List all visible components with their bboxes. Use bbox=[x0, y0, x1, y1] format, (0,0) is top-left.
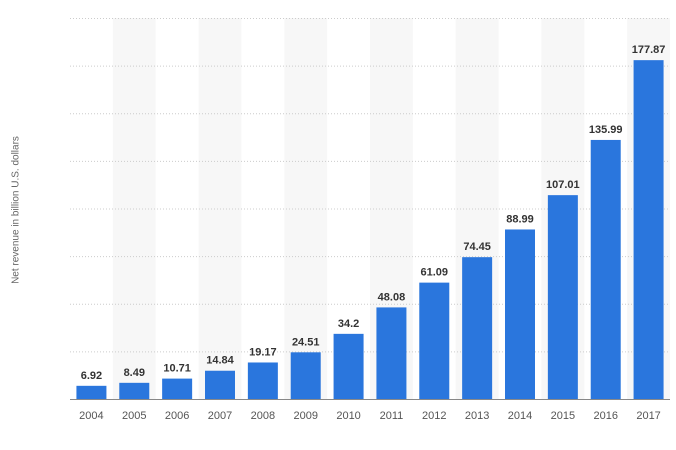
data-label-2005: 8.49 bbox=[124, 367, 145, 379]
bar-2017 bbox=[633, 60, 664, 399]
bar-2009 bbox=[290, 352, 321, 399]
bar-2005 bbox=[119, 382, 150, 399]
bar-2016 bbox=[590, 139, 621, 399]
bar-2004 bbox=[76, 385, 107, 399]
data-label-2008: 19.17 bbox=[249, 346, 277, 358]
data-label-2006: 10.71 bbox=[163, 363, 191, 375]
bar-2013 bbox=[462, 257, 493, 399]
data-label-2007: 14.84 bbox=[206, 355, 234, 367]
x-tick-2016: 2016 bbox=[593, 410, 617, 422]
x-tick-2012: 2012 bbox=[422, 410, 446, 422]
bar-2010 bbox=[333, 333, 364, 399]
bar-2012 bbox=[419, 282, 450, 399]
data-label-2015: 107.01 bbox=[546, 179, 580, 191]
data-label-2010: 34.2 bbox=[338, 318, 359, 330]
data-label-2012: 61.09 bbox=[421, 267, 449, 279]
data-label-2016: 135.99 bbox=[589, 124, 623, 136]
bar-2011 bbox=[376, 307, 407, 399]
x-tick-2017: 2017 bbox=[636, 410, 660, 422]
column-band bbox=[112, 18, 156, 399]
x-tick-2010: 2010 bbox=[336, 410, 360, 422]
x-tick-labels: 2004 2005 2006 2007 2008 2009 2010 2011 2012 2013… bbox=[79, 410, 661, 422]
bar-2006 bbox=[162, 378, 193, 399]
bar-2008 bbox=[247, 362, 278, 399]
bar-2007 bbox=[205, 370, 235, 399]
data-label-2014: 88.99 bbox=[506, 213, 534, 225]
x-tick-2015: 2015 bbox=[551, 410, 575, 422]
data-labels: 6.92 8.49 10.71 14.84 19.17 24.51 34.2 48.08 61.… bbox=[81, 44, 666, 382]
x-tick-2008: 2008 bbox=[251, 410, 275, 422]
data-label-2013: 74.45 bbox=[463, 241, 491, 253]
x-tick-2014: 2014 bbox=[508, 410, 532, 422]
x-tick-2009: 2009 bbox=[293, 410, 317, 422]
gridlines bbox=[70, 18, 670, 400]
x-tick-2007: 2007 bbox=[208, 410, 232, 422]
data-label-2009: 24.51 bbox=[292, 336, 320, 348]
x-tick-2004: 2004 bbox=[79, 410, 103, 422]
x-tick-2006: 2006 bbox=[165, 410, 189, 422]
data-label-2004: 6.92 bbox=[81, 370, 102, 382]
data-label-2017: 177.87 bbox=[632, 44, 666, 56]
x-tick-2005: 2005 bbox=[122, 410, 146, 422]
bar-2014 bbox=[505, 229, 535, 399]
x-tick-2013: 2013 bbox=[465, 410, 489, 422]
data-label-2011: 48.08 bbox=[378, 291, 406, 303]
bars bbox=[76, 60, 664, 399]
bar-2015 bbox=[547, 195, 578, 399]
x-tick-2011: 2011 bbox=[380, 410, 404, 422]
